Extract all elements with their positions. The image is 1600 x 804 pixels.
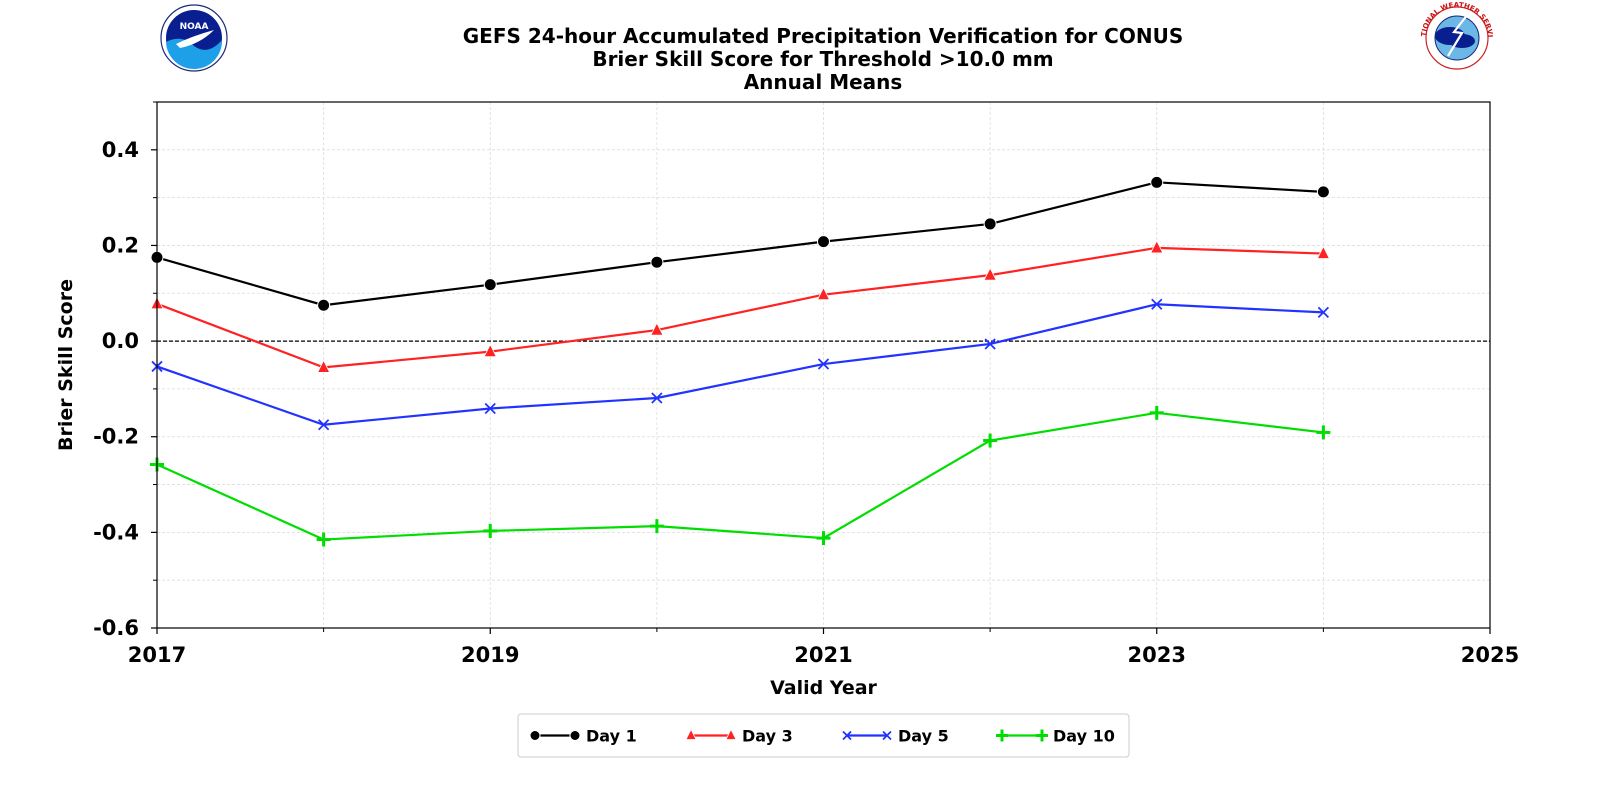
legend-box [517,713,1130,758]
legend-marker-day-3 [725,728,737,740]
data-point-day-5 [651,392,663,404]
data-point-day-3 [483,343,497,358]
legend-marker-day-5 [842,730,852,741]
data-point-day-5-stroke [1317,306,1330,319]
noaa-logo-text: NOAA [180,22,209,32]
data-point-day-3 [650,322,664,336]
legend-label-day-1: Day 1 [586,727,637,746]
data-point-day-3 [1150,239,1164,254]
data-point-day-1 [817,235,830,249]
legend-marker-day-5-stroke [842,730,852,741]
series-line-day-1 [156,181,1324,307]
legend-label-day-10: Day 10 [1053,727,1115,746]
title-line-1: GEFS 24-hour Accumulated Precipitation V… [463,24,1183,48]
x-tick-label: 2019 [461,643,519,667]
data-point-day-1 [1316,185,1330,199]
data-point-day-1 [317,298,331,312]
legend-marker-day-10 [996,729,1008,742]
data-point-day-5 [317,419,330,431]
data-point-day-1 [1150,175,1164,189]
data-point-day-3 [983,267,997,281]
legend-marker-day-10 [1036,729,1048,742]
data-point-day-5-stroke [1151,298,1163,310]
y-tick-label: 0.0 [102,329,139,353]
legend-label-day-3: Day 3 [742,727,793,746]
series-day-10 [150,405,1331,547]
x-tick-label: 2021 [794,643,852,667]
data-point-day-10 [316,532,331,547]
x-axis-label: Valid Year [770,677,877,699]
data-point-day-5 [817,358,830,370]
legend: Day 1 Day 3 Day 5 Day 10 [517,713,1130,758]
series-line-day-10 [156,411,1324,541]
title-line-3: Annual Means [744,70,903,94]
series-line-day-3 [156,246,1324,369]
data-point-day-10 [483,523,498,538]
x-tick-label: 2025 [1461,643,1519,667]
data-point-day-10 [816,531,831,546]
data-point-day-10 [1316,425,1331,440]
data-point-day-5-stroke [984,338,996,350]
y-tick-label: -0.4 [93,520,139,544]
data-point-day-10 [1149,405,1164,420]
data-point-day-3 [816,286,831,301]
data-point-day-5-stroke [484,402,496,415]
data-point-day-5 [1151,298,1163,310]
data-point-day-5-stroke [817,358,830,370]
noaa-logo: NOAA [160,4,228,72]
series-layer [150,175,1331,547]
series-line-day-5 [156,303,1324,426]
data-point-day-1 [650,255,664,269]
y-tick-label: -0.6 [93,616,139,640]
x-tick-label: 2023 [1128,643,1186,667]
legend-marker-day-3 [685,728,697,740]
data-point-day-5-stroke [317,419,330,431]
series-day-5 [151,298,1330,431]
data-point-day-3 [1316,245,1331,259]
x-tick-label: 2017 [128,643,186,667]
data-point-day-1 [483,278,497,292]
chart-title: GEFS 24-hour Accumulated Precipitation V… [463,24,1183,94]
legend-marker-day-5 [882,730,892,741]
legend-marker-day-1 [569,730,581,741]
axis-ticks: 2017 2019 2021 2023 2025 -0.6 -0.4 -0.2 0.0 0.2 0.… [93,101,1519,667]
y-tick-label: 0.2 [102,233,139,257]
data-point-day-1 [983,217,997,231]
data-point-day-3 [316,359,331,373]
data-point-day-10 [983,433,998,448]
data-point-day-10 [649,519,664,534]
legend-marker-day-5-stroke [882,730,892,741]
legend-label-day-5: Day 5 [898,727,949,746]
data-point-day-5 [1317,306,1330,319]
title-line-2: Brier Skill Score for Threshold >10.0 mm [592,47,1053,71]
y-axis-label: Brier Skill Score [55,279,77,451]
data-point-day-5-stroke [651,392,663,404]
series-day-1 [150,175,1330,312]
y-tick-label: -0.2 [93,425,139,449]
y-tick-label: 0.4 [102,138,139,162]
data-point-day-5 [484,402,496,415]
legend-marker-day-1 [529,730,541,741]
data-point-day-5 [984,338,996,350]
